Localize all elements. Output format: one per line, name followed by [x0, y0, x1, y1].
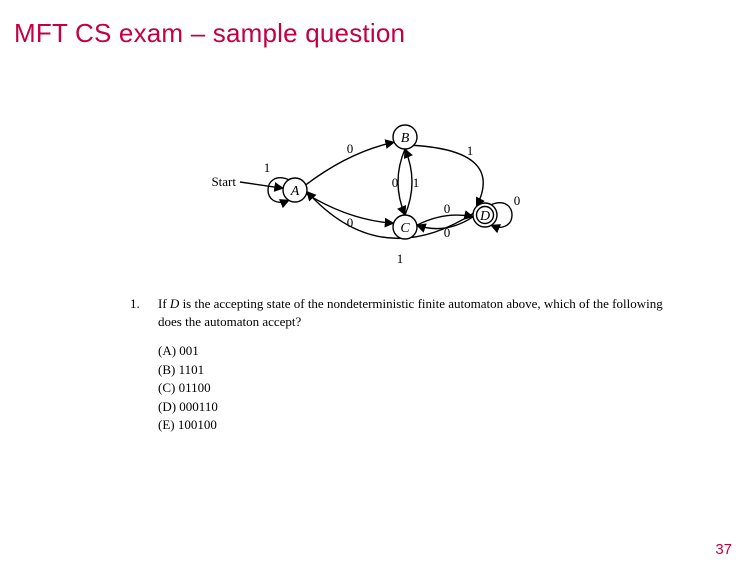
automaton-diagram: Start0001100110ABCD [200, 115, 560, 265]
svg-text:1: 1 [397, 251, 404, 265]
svg-text:0: 0 [392, 175, 399, 190]
question-prefix: If [158, 296, 170, 311]
svg-text:B: B [401, 131, 410, 146]
svg-text:D: D [479, 209, 490, 224]
svg-text:C: C [400, 221, 410, 236]
slide-title: MFT CS exam – sample question [14, 18, 405, 49]
svg-text:0: 0 [444, 201, 451, 216]
svg-text:Start: Start [211, 174, 236, 189]
svg-text:1: 1 [264, 160, 271, 175]
answer-choice: (D) 000110 [158, 398, 670, 416]
svg-text:0: 0 [347, 141, 354, 156]
svg-text:0: 0 [514, 193, 521, 208]
question-block: 1. If D is the accepting state of the no… [130, 295, 670, 435]
question-text: If D is the accepting state of the nonde… [158, 295, 670, 330]
answer-choice: (A) 001 [158, 342, 670, 360]
answer-choice: (C) 01100 [158, 379, 670, 397]
svg-text:1: 1 [467, 143, 474, 158]
question-number: 1. [130, 295, 158, 313]
answer-choices: (A) 001(B) 1101(C) 01100(D) 000110(E) 10… [158, 342, 670, 434]
question-row: 1. If D is the accepting state of the no… [130, 295, 670, 330]
page-number: 37 [715, 541, 732, 558]
question-var: D [170, 296, 179, 311]
question-rest: is the accepting state of the nondetermi… [158, 296, 663, 329]
answer-choice: (E) 100100 [158, 416, 670, 434]
svg-text:1: 1 [413, 175, 420, 190]
svg-text:A: A [290, 184, 300, 199]
answer-choice: (B) 1101 [158, 361, 670, 379]
